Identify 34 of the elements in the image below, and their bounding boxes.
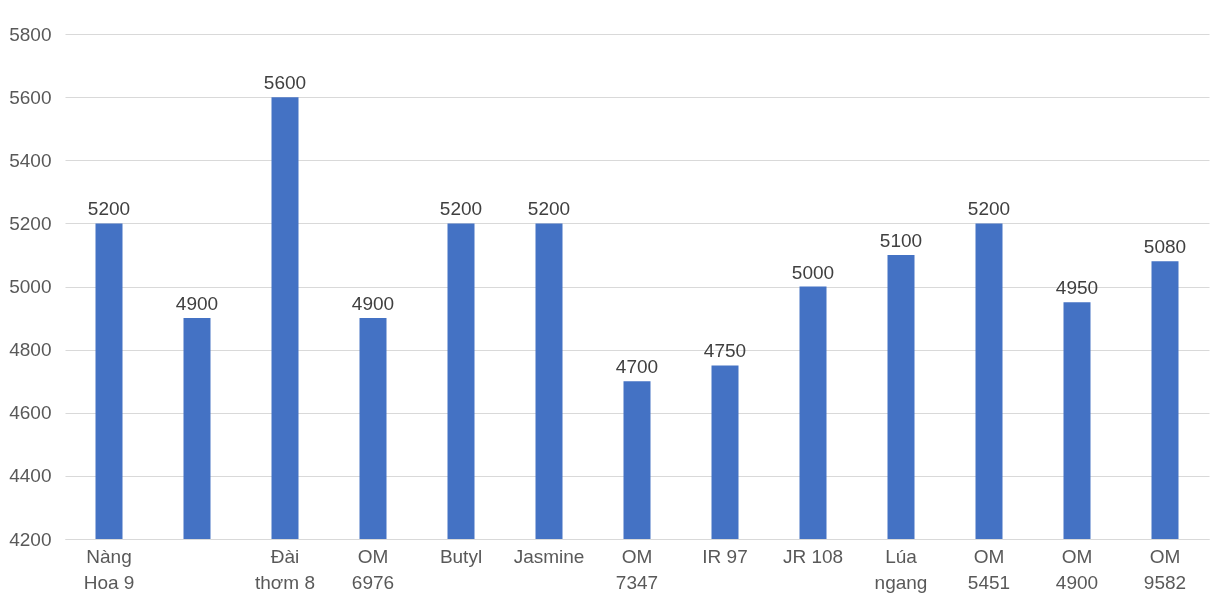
x-tick-label: JR 108 bbox=[782, 545, 844, 567]
data-label: 4900 bbox=[351, 293, 395, 315]
x-tick-label: OM 9582 bbox=[1143, 545, 1187, 593]
y-tick-label: 5600 bbox=[9, 86, 52, 108]
x-tick-label: OM 4900 bbox=[1055, 545, 1099, 593]
y-tick-label: 4600 bbox=[9, 402, 52, 424]
data-label: 5200 bbox=[527, 198, 571, 220]
data-label: 5100 bbox=[879, 229, 923, 251]
x-tick-label: Đài thơm 8 bbox=[255, 545, 315, 593]
data-label: 5200 bbox=[439, 198, 483, 220]
y-tick-label: 5800 bbox=[9, 23, 52, 45]
x-tick-label: Lúa ngang bbox=[874, 545, 928, 593]
data-label: 4700 bbox=[615, 356, 659, 378]
data-label: 4900 bbox=[175, 293, 219, 315]
x-tick-label: OM 6976 bbox=[351, 545, 395, 593]
y-tick-label: 4200 bbox=[9, 528, 52, 550]
y-tick-label: 5000 bbox=[9, 276, 52, 297]
data-label: 4750 bbox=[703, 340, 747, 362]
x-tick-label: Nàng Hoa 9 bbox=[83, 545, 135, 593]
x-tick-label: OM 7347 bbox=[615, 545, 659, 593]
x-tick-label: Butyl bbox=[439, 545, 483, 567]
data-label: 4950 bbox=[1055, 277, 1099, 299]
y-tick-label: 4800 bbox=[9, 339, 52, 361]
data-label: 5200 bbox=[967, 198, 1011, 220]
data-label: 5600 bbox=[263, 72, 307, 94]
data-label: 5080 bbox=[1143, 236, 1187, 258]
x-tick-label: OM 5451 bbox=[967, 545, 1011, 593]
y-tick-label: 5400 bbox=[9, 149, 52, 171]
y-tick-label: 4400 bbox=[9, 465, 52, 487]
x-tick-label: Jasmine bbox=[513, 545, 585, 567]
data-label: 5200 bbox=[87, 198, 131, 220]
y-tick-label: 5200 bbox=[9, 212, 52, 234]
data-label: 5000 bbox=[791, 261, 835, 283]
x-tick-label: IR 97 bbox=[702, 545, 748, 567]
